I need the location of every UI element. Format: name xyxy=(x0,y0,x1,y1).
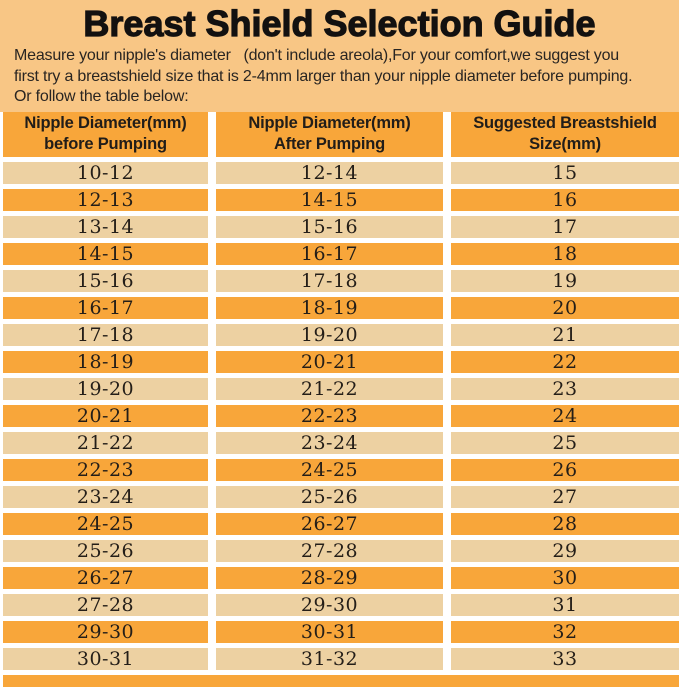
table-cell: 20-21 xyxy=(3,404,208,427)
table-cell: 17 xyxy=(451,215,679,238)
header-line: Nipple Diameter(mm) xyxy=(248,114,411,132)
table-cell: 16-17 xyxy=(216,242,443,265)
table-row: 24-25 26-27 28 xyxy=(3,512,679,535)
table-cell: 23 xyxy=(451,377,679,400)
table-cell: 30 xyxy=(451,566,679,589)
table-cell: 23-24 xyxy=(216,431,443,454)
header-line: After Pumping xyxy=(273,135,386,153)
table-cell: 25-26 xyxy=(3,539,208,562)
table-cell: 23-24 xyxy=(3,485,208,508)
table-cell: 14-15 xyxy=(216,188,443,211)
table-cell: 20-21 xyxy=(216,350,443,373)
table-row: 23-24 25-26 27 xyxy=(3,485,679,508)
table-cell: 24 xyxy=(451,404,679,427)
table-cell: 24-25 xyxy=(216,458,443,481)
table-cell: 13-14 xyxy=(3,215,208,238)
table-row: 15-16 17-18 19 xyxy=(3,269,679,292)
table-cell: 25 xyxy=(451,431,679,454)
table-row: 21-22 23-24 25 xyxy=(3,431,679,454)
intro-line-2: first try a breastshield size that is 2-… xyxy=(14,67,633,85)
table-cell: 28-29 xyxy=(216,566,443,589)
intro-line-3: Or follow the table below: xyxy=(14,88,189,105)
table-bottom-partial-row xyxy=(3,674,679,687)
table-cell: 27-28 xyxy=(216,539,443,562)
table-cell: 28 xyxy=(451,512,679,535)
table-cell: 31-32 xyxy=(216,647,443,670)
header-line: Size(mm) xyxy=(529,135,601,153)
table-cell: 31 xyxy=(451,593,679,616)
table-cell: 12-13 xyxy=(3,188,208,211)
header-line: before Pumping xyxy=(44,135,167,153)
table-cell: 25-26 xyxy=(216,485,443,508)
table-cell: 10-12 xyxy=(3,161,208,184)
table-row: 17-18 19-20 21 xyxy=(3,323,679,346)
table-row: 14-15 16-17 18 xyxy=(3,242,679,265)
table-cell: 29 xyxy=(451,539,679,562)
table-row: 18-19 20-21 22 xyxy=(3,350,679,373)
table-cell: 33 xyxy=(451,647,679,670)
table-cell: 29-30 xyxy=(3,620,208,643)
selection-table: Nipple Diameter(mm) before Pumping Nippl… xyxy=(0,111,679,687)
table-cell: 21 xyxy=(451,323,679,346)
table-cell: 15-16 xyxy=(216,215,443,238)
table-row: 20-21 22-23 24 xyxy=(3,404,679,427)
table-cell: 18-19 xyxy=(3,350,208,373)
table-row: 13-14 15-16 17 xyxy=(3,215,679,238)
header-suggested-size: Suggested Breastshield Size(mm) xyxy=(451,111,679,157)
table-cell: 21-22 xyxy=(3,431,208,454)
table-cell: 14-15 xyxy=(3,242,208,265)
table-cell: 29-30 xyxy=(216,593,443,616)
page-title: Breast Shield Selection Guide xyxy=(83,3,596,44)
table-cell: 17-18 xyxy=(216,269,443,292)
table-cell: 15 xyxy=(451,161,679,184)
table-row: 26-27 28-29 30 xyxy=(3,566,679,589)
table-cell: 18-19 xyxy=(216,296,443,319)
table-cell: 16-17 xyxy=(3,296,208,319)
table-row: 12-13 14-15 16 xyxy=(3,188,679,211)
table-cell: 26-27 xyxy=(3,566,208,589)
table-cell: 22-23 xyxy=(216,404,443,427)
header-line: Nipple Diameter(mm) xyxy=(24,114,187,132)
intro-line-1: Measure your nipple's diameter (don't in… xyxy=(14,47,620,64)
table-cell: 30-31 xyxy=(216,620,443,643)
table-cell: 15-16 xyxy=(3,269,208,292)
header-after-pumping: Nipple Diameter(mm) After Pumping xyxy=(216,111,443,157)
table-header-row: Nipple Diameter(mm) before Pumping Nippl… xyxy=(3,111,679,157)
table-cell: 26-27 xyxy=(216,512,443,535)
intro-text: Measure your nipple's diameter (don't in… xyxy=(14,46,673,108)
table-cell: 16 xyxy=(451,188,679,211)
table-cell: 24-25 xyxy=(3,512,208,535)
table-cell: 19-20 xyxy=(216,323,443,346)
table-cell: 19-20 xyxy=(3,377,208,400)
table-cell: 30-31 xyxy=(3,647,208,670)
table-row: 27-28 29-30 31 xyxy=(3,593,679,616)
table-row: 19-20 21-22 23 xyxy=(3,377,679,400)
table-cell: 26 xyxy=(451,458,679,481)
table-cell: 12-14 xyxy=(216,161,443,184)
table-cell: 22 xyxy=(451,350,679,373)
table-row: 22-23 24-25 26 xyxy=(3,458,679,481)
table-row: 30-31 31-32 33 xyxy=(3,647,679,670)
table-row: 29-30 30-31 32 xyxy=(3,620,679,643)
table-cell: 20 xyxy=(451,296,679,319)
table-cell: 32 xyxy=(451,620,679,643)
table-cell: 19 xyxy=(451,269,679,292)
header-before-pumping: Nipple Diameter(mm) before Pumping xyxy=(3,111,208,157)
table-cell: 27-28 xyxy=(3,593,208,616)
table-row: 25-26 27-28 29 xyxy=(3,539,679,562)
table-row: 10-12 12-14 15 xyxy=(3,161,679,184)
table-cell: 27 xyxy=(451,485,679,508)
table-cell: 21-22 xyxy=(216,377,443,400)
table-cell: 18 xyxy=(451,242,679,265)
header-line: Suggested Breastshield xyxy=(473,114,657,132)
table-cell: 17-18 xyxy=(3,323,208,346)
table-body: 10-12 12-14 15 12-13 14-15 16 13-14 15-16 17 14-1… xyxy=(3,161,679,670)
table-cell: 22-23 xyxy=(3,458,208,481)
table-row: 16-17 18-19 20 xyxy=(3,296,679,319)
